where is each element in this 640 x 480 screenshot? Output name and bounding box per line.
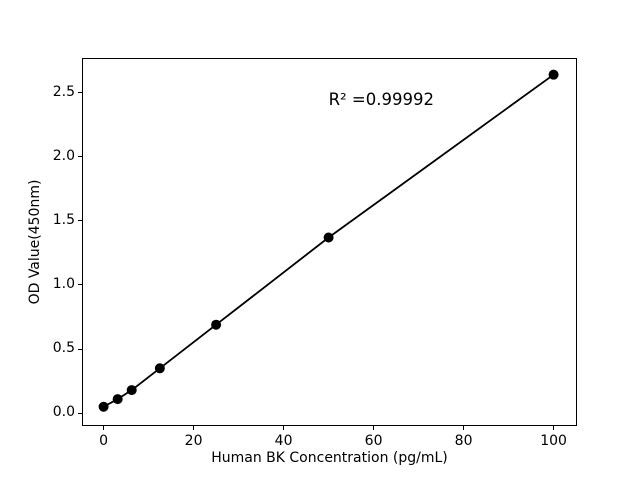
x-tick-label: 0 bbox=[99, 433, 109, 449]
x-tick-label: 100 bbox=[540, 433, 567, 449]
y-tick-mark bbox=[78, 284, 82, 286]
y-tick-mark bbox=[78, 348, 82, 350]
data-point bbox=[112, 394, 123, 405]
x-tick-mark bbox=[553, 426, 555, 430]
y-axis-label: OD Value(450nm) bbox=[27, 179, 43, 305]
y-tick-mark bbox=[78, 156, 82, 158]
x-tick-label: 40 bbox=[274, 433, 293, 449]
x-tick-label: 60 bbox=[364, 433, 383, 449]
data-point bbox=[98, 401, 109, 412]
y-tick-mark bbox=[78, 220, 82, 222]
data-point bbox=[211, 319, 222, 330]
x-tick-mark bbox=[463, 426, 465, 430]
data-point bbox=[154, 363, 165, 374]
x-tick-mark bbox=[193, 426, 195, 430]
x-tick-mark bbox=[373, 426, 375, 430]
data-point bbox=[323, 232, 334, 243]
r-squared-annotation: R² =0.99992 bbox=[328, 90, 434, 110]
x-axis-label: Human BK Concentration (pg/mL) bbox=[211, 450, 448, 466]
y-tick-label: 2.0 bbox=[52, 147, 75, 164]
y-tick-mark bbox=[78, 412, 82, 414]
data-point bbox=[548, 69, 559, 80]
x-tick-label: 20 bbox=[184, 433, 203, 449]
x-tick-mark bbox=[103, 426, 105, 430]
data-series-canvas bbox=[98, 69, 559, 412]
y-tick-label: 2.5 bbox=[52, 83, 75, 100]
data-point bbox=[126, 385, 137, 396]
y-tick-label: 1.0 bbox=[52, 275, 75, 292]
x-tick-label: 80 bbox=[454, 433, 473, 449]
y-tick-mark bbox=[78, 92, 82, 94]
y-tick-label: 1.5 bbox=[52, 211, 75, 228]
y-tick-label: 0.0 bbox=[52, 404, 75, 421]
y-tick-label: 0.5 bbox=[52, 340, 75, 357]
x-tick-mark bbox=[283, 426, 285, 430]
